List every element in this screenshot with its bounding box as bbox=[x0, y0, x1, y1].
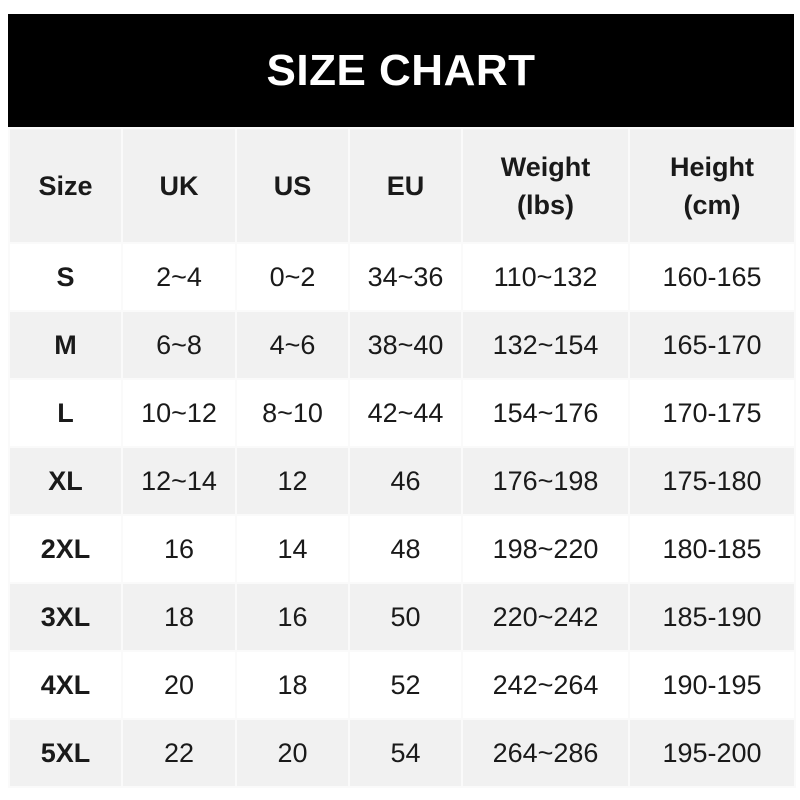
size-label-cell: S bbox=[8, 242, 123, 312]
column-header-line1: Size bbox=[38, 170, 93, 201]
table-cell: 198~220 bbox=[461, 514, 630, 584]
table-cell: 190-195 bbox=[628, 650, 796, 720]
table-cell: 52 bbox=[348, 650, 463, 720]
table-cell: 16 bbox=[121, 514, 237, 584]
column-header-line1: EU bbox=[386, 170, 425, 201]
table-cell: 220~242 bbox=[461, 582, 630, 652]
size-label-cell: L bbox=[8, 378, 123, 448]
table-cell: 50 bbox=[348, 582, 463, 652]
table-cell: 10~12 bbox=[121, 378, 237, 448]
table-cell: 170-175 bbox=[628, 378, 796, 448]
table-cell: 34~36 bbox=[348, 242, 463, 312]
table-cell: 242~264 bbox=[461, 650, 630, 720]
table-cell: 175-180 bbox=[628, 446, 796, 516]
table-cell: 42~44 bbox=[348, 378, 463, 448]
table-cell: 110~132 bbox=[461, 242, 630, 312]
column-header-line1: Weight bbox=[500, 151, 591, 182]
table-row: 2XL 16 14 48 198~220 180-185 bbox=[8, 514, 796, 584]
size-label-cell: 5XL bbox=[8, 718, 123, 788]
column-header: UK bbox=[121, 127, 237, 244]
size-label-cell: 3XL bbox=[8, 582, 123, 652]
table-cell: 180-185 bbox=[628, 514, 796, 584]
column-header: US bbox=[235, 127, 350, 244]
table-cell: 195-200 bbox=[628, 718, 796, 788]
table-cell: 46 bbox=[348, 446, 463, 516]
size-label-cell: 4XL bbox=[8, 650, 123, 720]
table-cell: 4~6 bbox=[235, 310, 350, 380]
table-row: S 2~4 0~2 34~36 110~132 160-165 bbox=[8, 242, 796, 312]
table-cell: 16 bbox=[235, 582, 350, 652]
table-cell: 12~14 bbox=[121, 446, 237, 516]
table-cell: 14 bbox=[235, 514, 350, 584]
column-header-line1: US bbox=[273, 170, 312, 201]
table-row: 3XL 18 16 50 220~242 185-190 bbox=[8, 582, 796, 652]
column-header: Height (cm) bbox=[628, 127, 796, 244]
column-header: Weight (lbs) bbox=[461, 127, 630, 244]
table-cell: 0~2 bbox=[235, 242, 350, 312]
header-row: Size UK US EU Weight (lbs) Height (cm) bbox=[8, 127, 796, 244]
column-header-line2: (cm) bbox=[683, 189, 741, 220]
table-row: M 6~8 4~6 38~40 132~154 165-170 bbox=[8, 310, 796, 380]
column-header-line1: UK bbox=[159, 170, 199, 201]
table-cell: 22 bbox=[121, 718, 237, 788]
size-label-cell: 2XL bbox=[8, 514, 123, 584]
table-cell: 165-170 bbox=[628, 310, 796, 380]
column-header: EU bbox=[348, 127, 463, 244]
size-label-cell: M bbox=[8, 310, 123, 380]
size-table: Size UK US EU Weight (lbs) Height (cm) S 2~4 0~2 3… bbox=[8, 127, 796, 788]
chart-title: SIZE CHART bbox=[8, 14, 794, 127]
table-cell: 132~154 bbox=[461, 310, 630, 380]
table-cell: 20 bbox=[235, 718, 350, 788]
table-cell: 12 bbox=[235, 446, 350, 516]
table-cell: 38~40 bbox=[348, 310, 463, 380]
table-cell: 154~176 bbox=[461, 378, 630, 448]
table-cell: 18 bbox=[121, 582, 237, 652]
table-row: XL 12~14 12 46 176~198 175-180 bbox=[8, 446, 796, 516]
table-cell: 20 bbox=[121, 650, 237, 720]
table-cell: 176~198 bbox=[461, 446, 630, 516]
table-cell: 185-190 bbox=[628, 582, 796, 652]
table-cell: 54 bbox=[348, 718, 463, 788]
table-cell: 18 bbox=[235, 650, 350, 720]
table-cell: 8~10 bbox=[235, 378, 350, 448]
table-cell: 48 bbox=[348, 514, 463, 584]
column-header: Size bbox=[8, 127, 123, 244]
table-cell: 2~4 bbox=[121, 242, 237, 312]
column-header-line2: (lbs) bbox=[517, 189, 574, 220]
column-header-line1: Height bbox=[670, 151, 754, 182]
table-row: 5XL 22 20 54 264~286 195-200 bbox=[8, 718, 796, 788]
table-cell: 264~286 bbox=[461, 718, 630, 788]
size-chart: SIZE CHART Size UK US EU Weight (lbs) Height (c… bbox=[8, 14, 796, 788]
table-cell: 6~8 bbox=[121, 310, 237, 380]
table-cell: 160-165 bbox=[628, 242, 796, 312]
table-row: 4XL 20 18 52 242~264 190-195 bbox=[8, 650, 796, 720]
size-label-cell: XL bbox=[8, 446, 123, 516]
table-row: L 10~12 8~10 42~44 154~176 170-175 bbox=[8, 378, 796, 448]
